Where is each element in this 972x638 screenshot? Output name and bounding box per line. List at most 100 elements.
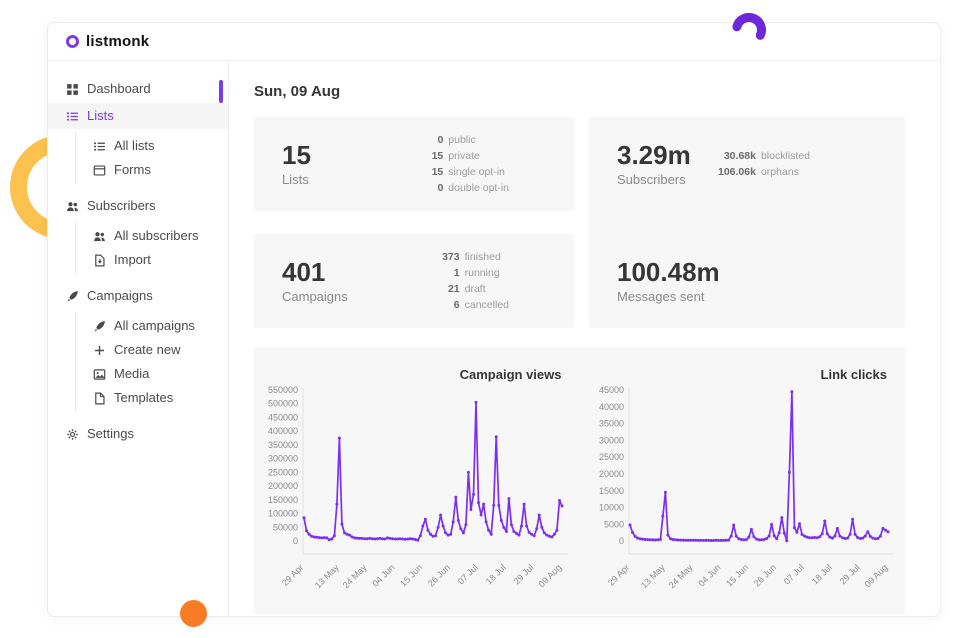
x-axis-label: 09 Aug [862, 562, 889, 589]
sidebar-item-label: Campaigns [87, 288, 153, 303]
line-series [303, 401, 563, 541]
list-icon [66, 110, 79, 123]
sidebar-item-subscribers[interactable]: Subscribers [48, 193, 228, 219]
y-axis-label: 10000 [598, 503, 623, 513]
stat-block: 401 Campaigns [282, 258, 348, 304]
chart-svg-wrap: 0 50000 100000 150000 200000 250000 300000 3500… [258, 384, 574, 611]
breakdown-label: double opt-in [448, 181, 509, 194]
listmonk-logo[interactable]: listmonk [66, 33, 149, 50]
sidebar-item-label: Dashboard [87, 81, 151, 96]
stat-block: 3.29m Subscribers [617, 141, 691, 187]
template-icon [93, 392, 106, 405]
x-axis-label: 07 Jul [456, 562, 480, 586]
breakdown-number: 0 [437, 133, 444, 146]
y-axis-label: 100000 [268, 509, 298, 519]
rocket-icon [93, 320, 106, 333]
submenu-subscribers: All subscribers Import [75, 222, 228, 274]
stat-row-subscribers: 3.29m Subscribers 30.68k blocklisted 106.06k… [589, 117, 905, 211]
stat-value: 100.48m [617, 257, 720, 287]
x-axis-label: 15 Jun [724, 562, 750, 588]
list-icon [93, 140, 106, 153]
sidebar-item-label: Settings [87, 426, 134, 441]
stat-breakdown: 30.68k blocklisted 106.06k orphans [718, 149, 810, 180]
sidebar: Dashboard Lists All lists Forms Subscribers A… [48, 61, 229, 616]
x-axis-label: 26 Jun [426, 562, 452, 588]
sidebar-item-label: Lists [87, 108, 114, 123]
stat-card-subscribers-messages: 3.29m Subscribers 30.68k blocklisted 106.06k… [589, 117, 905, 328]
x-axis-label: 18 Jul [484, 562, 508, 586]
media-icon [93, 368, 106, 381]
x-axis-label: 04 Jun [696, 562, 722, 588]
decor-purple-arc [732, 13, 766, 40]
logo-ring-icon [66, 35, 79, 48]
sidebar-item-all-campaigns[interactable]: All campaigns [76, 314, 228, 338]
app-header: listmonk [48, 23, 940, 61]
sidebar-item-label: Subscribers [87, 198, 156, 213]
stat-value: 3.29m [617, 140, 691, 170]
line-series [628, 390, 888, 542]
sidebar-scrollbar-thumb[interactable] [219, 80, 223, 103]
breakdown-label: blocklisted [760, 149, 810, 162]
x-axis-label: 29 Jul [512, 562, 536, 586]
form-icon [93, 164, 106, 177]
stat-block: 15 Lists [282, 141, 311, 187]
breakdown-number: 30.68k [723, 149, 756, 162]
breakdown-number: 0 [437, 181, 444, 194]
sidebar-item-label: Media [114, 366, 150, 381]
y-axis-label: 550000 [268, 385, 298, 395]
stat-breakdown: 373 finished 1 running 21 draft 6 cancelled [442, 250, 509, 313]
breakdown-label: cancelled [464, 298, 509, 311]
users-icon [93, 230, 106, 243]
dashboard-icon [66, 83, 79, 96]
x-axis-label: 24 May [666, 562, 694, 590]
sidebar-item-media[interactable]: Media [76, 362, 228, 386]
y-axis-label: 45000 [598, 385, 623, 395]
sidebar-item-campaigns[interactable]: Campaigns [48, 283, 228, 309]
x-axis-label: 09 Aug [537, 562, 564, 589]
sidebar-item-label: All campaigns [114, 318, 195, 333]
breakdown-number: 106.06k [718, 165, 756, 178]
stat-value: 401 [282, 257, 326, 287]
sidebar-item-all-lists[interactable]: All lists [76, 134, 228, 158]
stat-block: 100.48m Messages sent [617, 258, 720, 304]
date-heading: Sun, 09 Aug [254, 83, 341, 100]
sidebar-item-dashboard[interactable]: Dashboard [48, 76, 228, 102]
breakdown-number: 1 [453, 266, 460, 279]
chart-campaign-views: Campaign views 0 50000 100000 150000 200000 2… [254, 360, 580, 614]
stat-card-campaigns: 401 Campaigns 373 finished 1 running 21 draft 6 c… [254, 234, 574, 328]
x-axis-label: 24 May [341, 562, 369, 590]
y-axis-label: 25000 [598, 452, 623, 462]
breakdown-label: draft [464, 282, 486, 295]
decor-orange-dot [180, 600, 207, 627]
stat-row-messages-sent: 100.48m Messages sent [589, 234, 905, 328]
chart-svg: 0 5000 10000 15000 20000 25000 30000 35000 40000… [598, 385, 894, 590]
breakdown-number: 15 [431, 149, 444, 162]
sidebar-item-forms[interactable]: Forms [76, 158, 228, 182]
sidebar-item-create-new[interactable]: Create new [76, 338, 228, 362]
y-axis-label: 0 [293, 536, 298, 546]
sidebar-item-settings[interactable]: Settings [48, 421, 228, 447]
y-axis-label: 50000 [273, 522, 298, 532]
sidebar-item-label: Forms [114, 162, 151, 177]
breakdown-label: finished [464, 250, 501, 263]
y-axis-label: 400000 [268, 426, 298, 436]
sidebar-item-label: All subscribers [114, 228, 199, 243]
stat-breakdown: 0 public 15 private 15 single opt-in 0 double o… [432, 133, 509, 196]
y-axis-label: 20000 [598, 469, 623, 479]
y-axis-label: 300000 [268, 454, 298, 464]
sidebar-item-import[interactable]: Import [76, 248, 228, 272]
breakdown-number: 373 [442, 250, 460, 263]
breakdown-label: single opt-in [448, 165, 505, 178]
plus-icon [93, 344, 106, 357]
y-axis-label: 350000 [268, 440, 298, 450]
x-axis-label: 26 Jun [751, 562, 777, 588]
import-icon [93, 254, 106, 267]
sidebar-item-lists[interactable]: Lists [48, 103, 228, 129]
breakdown-number: 15 [431, 165, 444, 178]
x-axis-label: 29 Apr [605, 562, 630, 587]
y-axis-label: 35000 [598, 419, 623, 429]
sidebar-item-templates[interactable]: Templates [76, 386, 228, 410]
sidebar-item-all-subscribers[interactable]: All subscribers [76, 224, 228, 248]
charts-card: Campaign views 0 50000 100000 150000 200000 2… [254, 347, 905, 614]
chart-title: Link clicks [820, 367, 887, 382]
